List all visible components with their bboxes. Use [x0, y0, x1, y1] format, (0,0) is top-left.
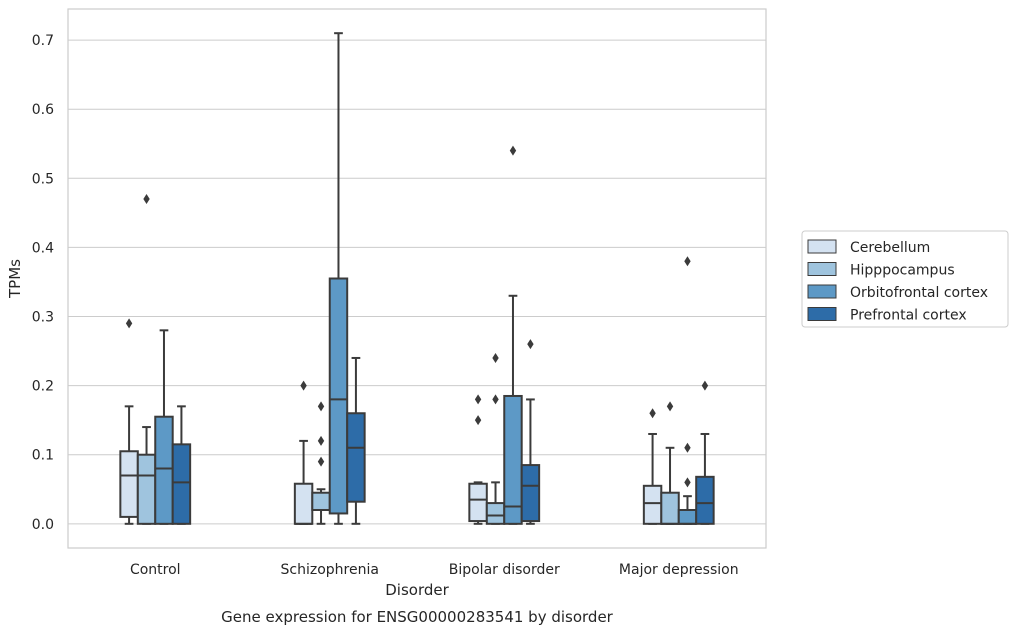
- outlier-point: [125, 318, 133, 329]
- legend-label: Hipppocampus: [850, 263, 955, 279]
- outlier-point: [143, 194, 150, 205]
- legend-label: Cerebellum: [850, 240, 930, 256]
- box-prefrontal-cortex: [520, 339, 541, 525]
- y-tick-label: 0.0: [32, 517, 54, 533]
- box-rect: [154, 415, 174, 525]
- legend: Cerebellum Hipppocampus Orbitofrontal cort…: [801, 230, 1009, 328]
- box-rect: [119, 450, 139, 518]
- y-tick-label: 0.1: [32, 448, 54, 464]
- box-cerebellum: [642, 408, 663, 525]
- box-rect: [311, 491, 331, 511]
- box-orbitofrontal-cortex: [328, 32, 349, 525]
- box-prefrontal-cortex: [695, 380, 715, 525]
- outlier-point: [492, 352, 499, 363]
- box-rect: [677, 508, 698, 525]
- outlier-point: [492, 394, 499, 405]
- x-tick-label: Bipolar disorder: [449, 562, 560, 578]
- outlier-point: [527, 339, 534, 350]
- legend-swatch: [807, 284, 837, 299]
- outlier-point: [509, 145, 517, 156]
- outlier-point: [666, 401, 674, 412]
- outlier-point: [684, 442, 691, 453]
- box-orbitofrontal-cortex: [677, 256, 698, 525]
- box-prefrontal-cortex: [171, 405, 192, 525]
- box-rect: [468, 482, 488, 523]
- y-tick-label: 0.2: [32, 379, 54, 395]
- outlier-point: [684, 256, 691, 267]
- outlier-point: [701, 380, 709, 391]
- plot-frame: [67, 8, 767, 549]
- box-rect: [660, 491, 680, 525]
- box-rect: [642, 484, 663, 525]
- y-tick-labels: 0.0 0.1 0.2 0.3 0.4 0.5 0.6 0.7: [32, 33, 54, 533]
- x-axis-label: Disorder: [385, 581, 449, 599]
- outlier-point: [317, 401, 325, 412]
- y-tick-label: 0.3: [32, 310, 54, 326]
- box-rect: [136, 453, 157, 525]
- box-rect: [328, 277, 349, 515]
- box-rect: [171, 443, 192, 525]
- chart-caption: Gene expression for ENSG00000283541 by d…: [221, 608, 614, 626]
- legend-swatch: [807, 239, 837, 254]
- box-rect: [346, 412, 366, 503]
- box-rect: [503, 394, 523, 525]
- x-tick-label: Schizophrenia: [281, 562, 379, 578]
- box-layer: [119, 32, 715, 525]
- outlier-point: [317, 456, 325, 467]
- outlier-point: [684, 477, 691, 488]
- box-rect: [485, 502, 506, 525]
- y-tick-label: 0.4: [32, 240, 54, 256]
- y-tick-label: 0.7: [32, 33, 54, 49]
- outlier-point: [649, 408, 656, 419]
- legend-label: Prefrontal cortex: [850, 308, 967, 324]
- box-hipppocampus: [660, 401, 680, 525]
- outlier-point: [474, 394, 482, 405]
- x-tick-labels: Control Schizophrenia Bipolar disorder Majo…: [130, 562, 739, 578]
- legend-swatch: [807, 262, 837, 276]
- box-orbitofrontal-cortex: [503, 145, 523, 525]
- legend-box: [801, 230, 1009, 328]
- x-tick-label: Major depression: [619, 562, 739, 578]
- box-orbitofrontal-cortex: [154, 329, 174, 525]
- outlier-point: [300, 380, 307, 391]
- legend-swatch: [807, 307, 837, 321]
- box-prefrontal-cortex: [346, 356, 366, 525]
- y-tick-label: 0.6: [32, 102, 54, 118]
- x-tick-label: Control: [130, 562, 181, 578]
- outlier-point: [474, 415, 482, 426]
- box-rect: [293, 482, 314, 525]
- y-axis-label: TPMs: [6, 259, 24, 299]
- legend-label: Orbitofrontal cortex: [850, 285, 988, 301]
- y-tick-label: 0.5: [32, 171, 54, 187]
- box-rect: [520, 464, 541, 523]
- box-rect: [695, 475, 715, 525]
- outlier-point: [317, 435, 325, 446]
